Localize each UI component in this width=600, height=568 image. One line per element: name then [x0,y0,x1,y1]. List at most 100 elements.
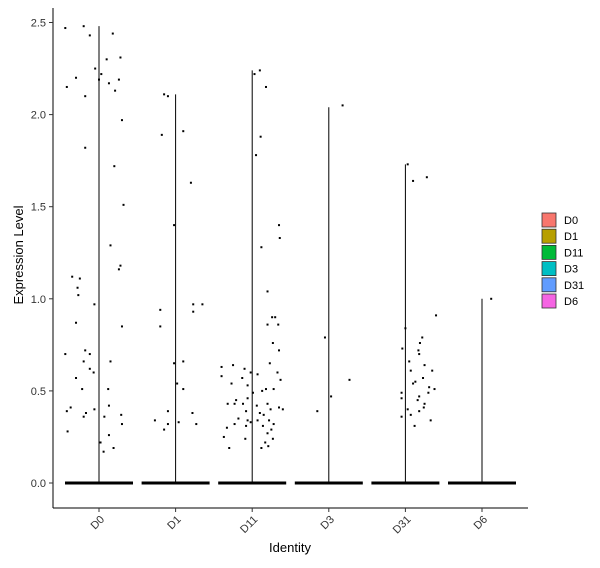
data-point [226,402,229,405]
data-point [246,384,249,387]
data-point [78,277,81,280]
violins [65,26,516,485]
data-point [235,399,238,402]
data-point [260,246,263,249]
data-point [255,154,258,157]
x-tick-label: D3 [318,514,336,532]
data-point [406,408,409,411]
violin-d3 [294,107,363,485]
data-point [230,382,233,385]
data-point [119,264,122,267]
data-point [225,426,228,429]
data-point [348,378,351,381]
data-point [279,378,282,381]
data-point [425,176,428,179]
data-point [93,303,96,306]
data-point [418,395,421,398]
data-point [246,419,249,422]
x-tick-label: D0 [89,514,107,532]
data-point [267,445,270,448]
data-point [201,303,204,306]
y-tick-label: 2.5 [31,18,46,30]
legend-swatch [541,212,557,228]
data-point [400,397,403,400]
data-point [272,388,275,391]
data-point [192,303,195,306]
data-point [431,369,434,372]
data-point [429,419,432,422]
data-point [82,415,85,418]
data-point [281,408,284,411]
data-point [84,412,87,415]
data-point [120,413,123,416]
data-point [84,349,87,352]
data-point [409,369,412,372]
data-point [278,224,281,227]
violin-d31 [371,164,440,485]
legend-swatch [541,293,557,309]
data-point [272,423,275,426]
legend-label: D11 [564,247,583,259]
data-point [274,316,277,319]
data-point [65,410,68,413]
data-point [160,133,163,136]
data-point [414,380,417,383]
data-point [276,371,279,374]
data-point [271,316,274,319]
data-point [163,428,166,431]
data-point [182,130,185,133]
data-point [105,58,108,61]
data-point [316,410,319,413]
data-point [266,432,269,435]
data-point [428,386,431,389]
data-point [417,349,420,352]
data-point [266,290,269,293]
y-axis-title: Expression Level [11,205,26,304]
legend-label: D6 [564,296,578,308]
data-point [245,424,248,427]
data-point [228,447,231,450]
data-point [271,437,274,440]
legend-swatch [541,277,557,293]
data-point [418,342,421,345]
data-point [256,373,259,376]
data-point [84,146,87,149]
data-point [278,237,281,240]
data-point [75,76,78,79]
data-point [65,85,68,88]
data-point [418,410,421,413]
data-point [166,423,169,426]
data-point [233,423,236,426]
data-point [153,419,156,422]
data-point [76,286,79,289]
data-point [409,413,412,416]
data-point [173,224,176,227]
data-point [88,367,91,370]
data-point [117,268,120,271]
data-point [81,388,84,391]
data-point [269,408,272,411]
data-point [412,179,415,182]
data-point [258,412,261,415]
data-point [249,421,252,424]
legend-label: D0 [564,215,578,227]
data-point [107,388,110,391]
data-point [120,423,123,426]
x-axis-title: Identity [269,540,311,555]
x-tick-label: D31 [391,514,414,537]
violin-d6 [448,298,516,485]
data-point [266,323,269,326]
data-point [490,297,493,300]
data-point [264,388,267,391]
data-point [109,244,112,247]
data-point [173,362,176,365]
data-point [189,181,192,184]
data-point [107,82,110,85]
data-point [422,377,425,380]
axes: 0.0 0.5 1.0 1.5 2.0 2.5 D0 D1 D11 D3 D31 D6 [31,8,528,536]
data-point [261,424,264,427]
data-point [330,395,333,398]
data-point [249,371,252,374]
data-point [94,67,97,70]
